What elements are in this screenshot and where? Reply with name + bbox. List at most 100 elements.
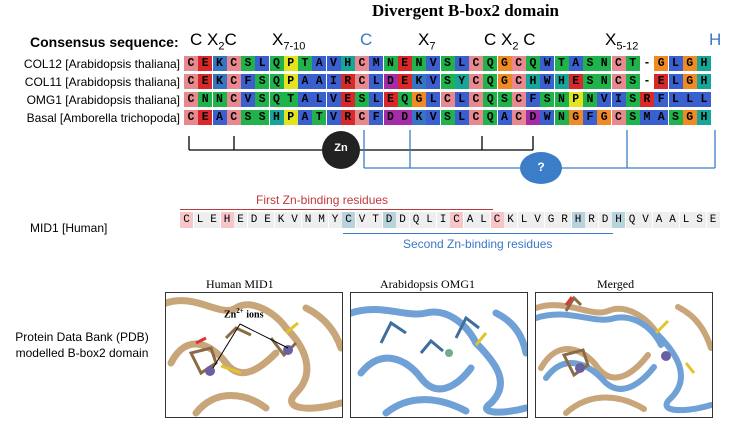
residue: E (198, 110, 213, 125)
panel-merged (535, 292, 713, 418)
residue: V (597, 92, 612, 107)
mid1-residue: D (598, 212, 612, 228)
residue: C (226, 56, 241, 71)
residue: E (198, 74, 213, 89)
residue: C (469, 110, 483, 125)
residue: R (340, 110, 355, 125)
mid1-residue: G (544, 212, 558, 228)
residue: T (283, 92, 298, 107)
residue: S (497, 92, 512, 107)
residue: G (682, 56, 697, 71)
mid1-residue: V (355, 212, 369, 228)
residue: T (554, 56, 569, 71)
residue: D (383, 110, 398, 125)
mid1-residue: D (382, 212, 396, 228)
residue: G (597, 110, 612, 125)
residue: S (255, 74, 270, 89)
residue: A (654, 110, 669, 125)
mid1-residue: K (504, 212, 517, 228)
residue: M (640, 110, 654, 125)
mid1-residue: I (436, 212, 450, 228)
mid1-residue: Q (625, 212, 639, 228)
first-zn-label: First Zn-binding residues (256, 193, 389, 207)
seq-name-omg1: OMG1 [Arabidopsis thaliana] (26, 93, 180, 107)
residue: Q (483, 56, 498, 71)
residue: P (568, 92, 583, 107)
residue: V (326, 92, 341, 107)
residue: L (682, 92, 697, 107)
residue: G (497, 74, 512, 89)
residue: H (526, 74, 540, 89)
zn-label: Zn (334, 142, 348, 154)
residue: K (212, 74, 227, 89)
residue: N (212, 92, 227, 107)
omg1-structure (351, 306, 527, 417)
residue: T (298, 56, 312, 71)
mid1-structure (166, 297, 342, 417)
mid1-residue: L (679, 212, 693, 228)
residue: K (212, 56, 227, 71)
residue: E (654, 74, 669, 89)
residue: C (355, 56, 369, 71)
residue: A (212, 110, 227, 125)
mid1-residue: L (517, 212, 531, 228)
mid1-residue: R (585, 212, 598, 228)
residue: S (255, 110, 270, 125)
mid1-label: MID1 [Human] (30, 221, 108, 235)
residue: D (383, 74, 398, 89)
panel-title-omg1: Arabidopsis OMG1 (380, 277, 475, 291)
binding-brackets (188, 130, 716, 184)
residue: E (383, 92, 398, 107)
residue: L (426, 92, 441, 107)
residue: F (583, 110, 597, 125)
residue: G (654, 56, 669, 71)
second-zn-label: Second Zn-binding residues (403, 237, 553, 251)
residue: R (340, 74, 355, 89)
residue: N (597, 56, 612, 71)
residue: I (611, 92, 626, 107)
mid1-residue: H (612, 212, 625, 228)
residue: - (643, 75, 651, 88)
seq-name-col12: COL12 [Arabidopsis thaliana] (23, 57, 180, 71)
residue: A (312, 74, 327, 89)
residue: S (668, 110, 683, 125)
residue: G (682, 110, 697, 125)
residue: A (298, 92, 312, 107)
mid1-residue: V (288, 212, 301, 228)
mid1-residue: L (477, 212, 490, 228)
residue: C (226, 74, 241, 89)
residue: C (469, 74, 483, 89)
motif-2: X7-10 (272, 30, 306, 53)
mid1-residue: C (490, 212, 504, 228)
mid1-residue: E (234, 212, 247, 228)
residue: G (568, 110, 583, 125)
residue: C (226, 92, 241, 107)
residue: V (326, 110, 341, 125)
residue: P (283, 74, 298, 89)
residue: W (540, 110, 555, 125)
mid1-residue: H (571, 212, 585, 228)
residue: C (511, 110, 526, 125)
residue: Q (526, 56, 540, 71)
mid1-residue: N (301, 212, 315, 228)
residue: Q (483, 74, 498, 89)
pdb-label: Protein Data Bank (PDB) modelled B-box2 … (15, 330, 149, 360)
residue: P (283, 56, 298, 71)
mid1-residue: V (531, 212, 544, 228)
residue: A (568, 56, 583, 71)
second-zn-line (343, 233, 613, 234)
mid1-residue: V (639, 212, 652, 228)
residue: M (369, 56, 384, 71)
residue: N (198, 92, 213, 107)
motif-4: X7 (418, 30, 436, 53)
residue: E (397, 56, 412, 71)
residue: H (697, 110, 711, 125)
residue: C (611, 56, 626, 71)
residue: S (440, 74, 455, 89)
mid1-residue: C (180, 212, 193, 228)
motif-3: C (360, 30, 373, 49)
